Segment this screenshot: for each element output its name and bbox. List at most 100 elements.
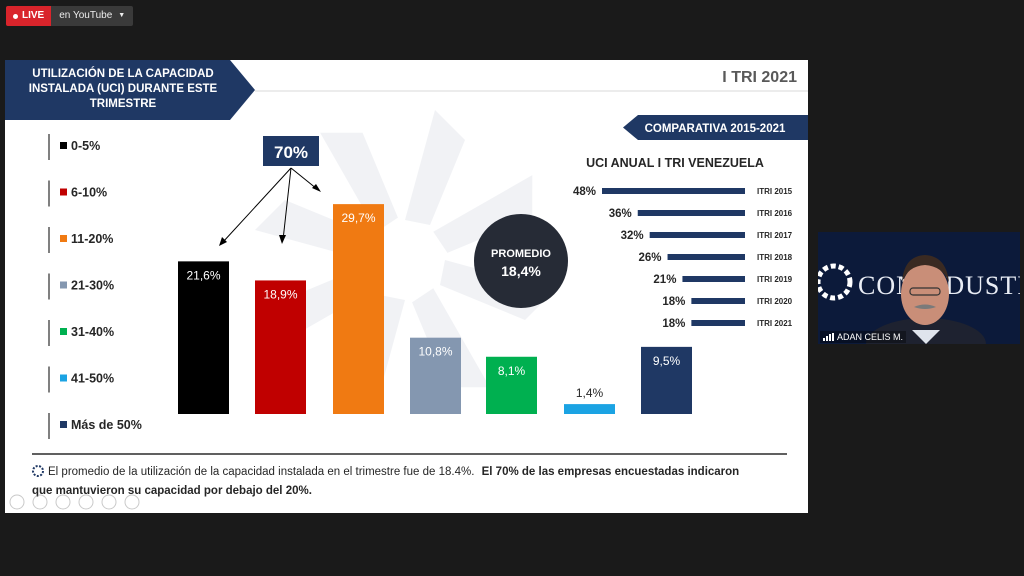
header-title-line2: INSTALADA (UCI) DURANTE ESTE bbox=[29, 83, 218, 95]
legend-label: Más de 50% bbox=[71, 418, 142, 432]
signal-bars-icon bbox=[823, 333, 834, 341]
bar-21-30% bbox=[410, 337, 461, 414]
live-badge[interactable]: LIVE bbox=[6, 6, 52, 26]
annual-category-label: ITRI 2018 bbox=[757, 253, 793, 262]
footnote-normal-text: El promedio de la utilización de la capa… bbox=[48, 466, 474, 478]
bar-6-10% bbox=[255, 280, 306, 414]
annual-category-label: ITRI 2019 bbox=[757, 275, 793, 284]
speaker-glasses bbox=[909, 287, 941, 296]
percent-callout-box bbox=[263, 136, 319, 166]
live-dot-icon bbox=[13, 13, 18, 19]
legend-label: 21-30% bbox=[71, 279, 114, 293]
legend-label: 6-10% bbox=[71, 186, 107, 200]
participant-name-label: ADAN CELIS M. bbox=[820, 331, 907, 343]
presentation-slide: UTILIZACIÓN DE LA CAPACIDAD INSTALADA (U… bbox=[5, 60, 808, 513]
promedio-circle bbox=[474, 214, 568, 308]
bar-value-label: 9,5% bbox=[653, 354, 681, 368]
live-controls: LIVE en YouTube ▼ bbox=[6, 6, 134, 26]
bar-value-label: 21,6% bbox=[186, 268, 220, 282]
toolbar-button-icon[interactable] bbox=[55, 494, 71, 510]
legend-label: 0-5% bbox=[71, 139, 100, 153]
percent-callout: 70% bbox=[274, 143, 308, 162]
toolbar-button-icon[interactable] bbox=[32, 494, 48, 510]
distribution-bar-chart: 21,6% 18,9% 29,7% 10,8% 8,1% 1,4% 9,5% bbox=[178, 204, 692, 414]
bar-41-50% bbox=[564, 404, 615, 414]
annual-category-label: ITRI 2016 bbox=[757, 209, 793, 218]
toolbar-button-icon[interactable] bbox=[9, 494, 25, 510]
annual-category-label: ITRI 2021 bbox=[757, 319, 793, 328]
annual-chart-title: UCI ANUAL I TRI VENEZUELA bbox=[586, 156, 764, 170]
promedio-label: PROMEDIO bbox=[491, 248, 551, 260]
toolbar-button-icon[interactable] bbox=[101, 494, 117, 510]
annual-value-label: 18% bbox=[662, 318, 685, 330]
bar-11-20% bbox=[333, 204, 384, 414]
annual-bar bbox=[649, 232, 745, 238]
legend-swatch bbox=[60, 421, 67, 428]
annual-bar bbox=[602, 188, 745, 194]
speaker-head bbox=[901, 263, 949, 325]
annual-category-label: ITRI 2015 bbox=[757, 187, 793, 196]
comparativa-banner bbox=[623, 115, 808, 140]
slide-toolbar bbox=[9, 494, 140, 510]
annual-bar bbox=[637, 210, 745, 216]
comparativa-label: COMPARATIVA 2015-2021 bbox=[645, 123, 786, 135]
annual-bar bbox=[667, 254, 745, 260]
arrow-head-icon bbox=[312, 184, 321, 192]
annual-value-label: 36% bbox=[609, 208, 632, 220]
conindustria-logo-icon bbox=[818, 263, 853, 301]
header-banner bbox=[5, 60, 255, 120]
footnote-bold-text: El 70% de las empresas encuestadas indic… bbox=[482, 466, 740, 478]
annual-value-label: 26% bbox=[639, 252, 662, 264]
footnote-bullet-icon bbox=[32, 465, 44, 477]
bar-value-label: 1,4% bbox=[576, 386, 604, 400]
annual-value-label: 21% bbox=[653, 274, 676, 286]
legend-label: 11-20% bbox=[71, 232, 113, 246]
annual-value-label: 18% bbox=[662, 296, 685, 308]
annual-category-label: ITRI 2020 bbox=[757, 297, 793, 306]
speaker-video-tile: CONINDUSTRIA ADAN CELIS M. bbox=[818, 232, 1020, 344]
footnote-line2: que mantuvieron su capacidad por debajo … bbox=[32, 485, 312, 497]
legend-swatch bbox=[60, 281, 67, 289]
arrow-head-icon bbox=[219, 237, 227, 246]
legend-swatch bbox=[60, 328, 67, 335]
legend-swatch bbox=[60, 188, 67, 196]
live-destination-dropdown[interactable]: en YouTube ▼ bbox=[51, 6, 134, 26]
legend-swatch bbox=[60, 374, 67, 382]
watermark-blade bbox=[405, 110, 465, 225]
annual-value-label: 32% bbox=[621, 230, 644, 242]
annual-bar bbox=[691, 320, 745, 326]
period-label: I TRI 2021 bbox=[722, 69, 797, 86]
speaker-shirt bbox=[912, 330, 940, 344]
arrow-head-icon bbox=[279, 235, 286, 244]
speaker-mustache bbox=[914, 304, 936, 309]
header-title-line1: UTILIZACIÓN DE LA CAPACIDAD bbox=[32, 67, 213, 80]
legend-label: 31-40% bbox=[71, 325, 114, 339]
legend-label: 41-50% bbox=[71, 372, 114, 386]
annual-bar bbox=[691, 298, 745, 304]
legend-swatch bbox=[60, 142, 67, 149]
caret-down-icon: ▼ bbox=[118, 12, 126, 19]
video-frame: CONINDUSTRIA bbox=[818, 232, 1020, 344]
speaker-hair bbox=[902, 255, 949, 282]
bar-value-label: 8,1% bbox=[498, 364, 526, 378]
slide-canvas: UTILIZACIÓN DE LA CAPACIDAD INSTALADA (U… bbox=[5, 60, 808, 510]
promedio-value: 18,4% bbox=[501, 263, 541, 279]
bar-value-label: 29,7% bbox=[341, 211, 375, 225]
toolbar-button-icon[interactable] bbox=[78, 494, 94, 510]
toolbar-button-icon[interactable] bbox=[124, 494, 140, 510]
annual-category-label: ITRI 2017 bbox=[757, 231, 793, 240]
bar-31-40% bbox=[486, 356, 537, 414]
footnote-line1: El promedio de la utilización de la capa… bbox=[48, 466, 739, 478]
callout-arrows bbox=[222, 167, 318, 243]
bar-0-5% bbox=[178, 261, 229, 414]
header-title-line3: TRIMESTRE bbox=[90, 98, 157, 110]
legend-swatch bbox=[60, 235, 67, 242]
watermark-blade bbox=[433, 175, 533, 253]
annual-bar-chart: 48% ITRI 2015 36% ITRI 2016 32% ITRI 2017 26% I… bbox=[573, 186, 793, 330]
bar-value-label: 10,8% bbox=[418, 345, 452, 359]
chart-legend: 0-5% 6-10% 11-20% 21-30% 31-40% 41-50% Más de … bbox=[48, 134, 142, 439]
bar-Más de 50% bbox=[641, 346, 692, 414]
annual-bar bbox=[682, 276, 745, 282]
bar-value-label: 18,9% bbox=[263, 287, 297, 301]
annual-value-label: 48% bbox=[573, 186, 596, 198]
